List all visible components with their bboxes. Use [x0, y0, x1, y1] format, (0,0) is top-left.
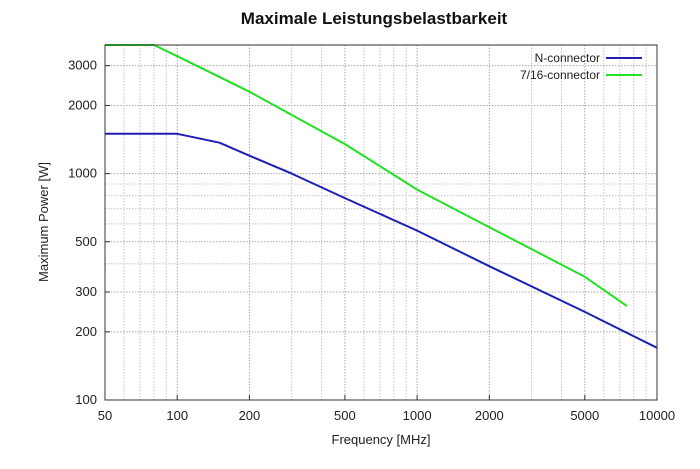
x-tick-label: 500 — [334, 408, 356, 423]
y-axis-ticks: 100 200 300 500 1000 2000 3000 — [68, 58, 110, 407]
y-tick-label: 100 — [75, 392, 97, 407]
x-tick-label: 50 — [98, 408, 112, 423]
x-tick-label: 2000 — [475, 408, 504, 423]
series-line-2 — [105, 44, 628, 307]
y-tick-label: 3000 — [68, 58, 97, 73]
y-tick-label: 1000 — [68, 166, 97, 181]
plot-frame — [104, 44, 658, 401]
x-axis-label: Frequency [MHz] — [332, 432, 431, 447]
y-tick-label: 200 — [75, 324, 97, 339]
x-tick-label: 1000 — [403, 408, 432, 423]
grid — [104, 45, 658, 401]
chart-title: Maximale Leistungsbelastbarkeit — [241, 9, 508, 28]
series-line-1 — [105, 132, 658, 349]
legend-label-1: N-connector — [535, 51, 600, 65]
x-axis-ticks: 50 100 200 500 1000 2000 5000 10000 — [98, 395, 675, 423]
x-tick-label: 200 — [239, 408, 261, 423]
y-axis-label: Maximum Power [W] — [36, 162, 51, 282]
x-tick-label: 100 — [166, 408, 188, 423]
x-tick-label: 10000 — [639, 408, 675, 423]
series-lines — [105, 44, 658, 349]
legend: N-connector 7/16-connector — [520, 51, 642, 82]
y-tick-label: 2000 — [68, 97, 97, 112]
y-tick-label: 300 — [75, 284, 97, 299]
x-tick-label: 5000 — [570, 408, 599, 423]
y-tick-label: 500 — [75, 234, 97, 249]
legend-label-2: 7/16-connector — [520, 68, 600, 82]
